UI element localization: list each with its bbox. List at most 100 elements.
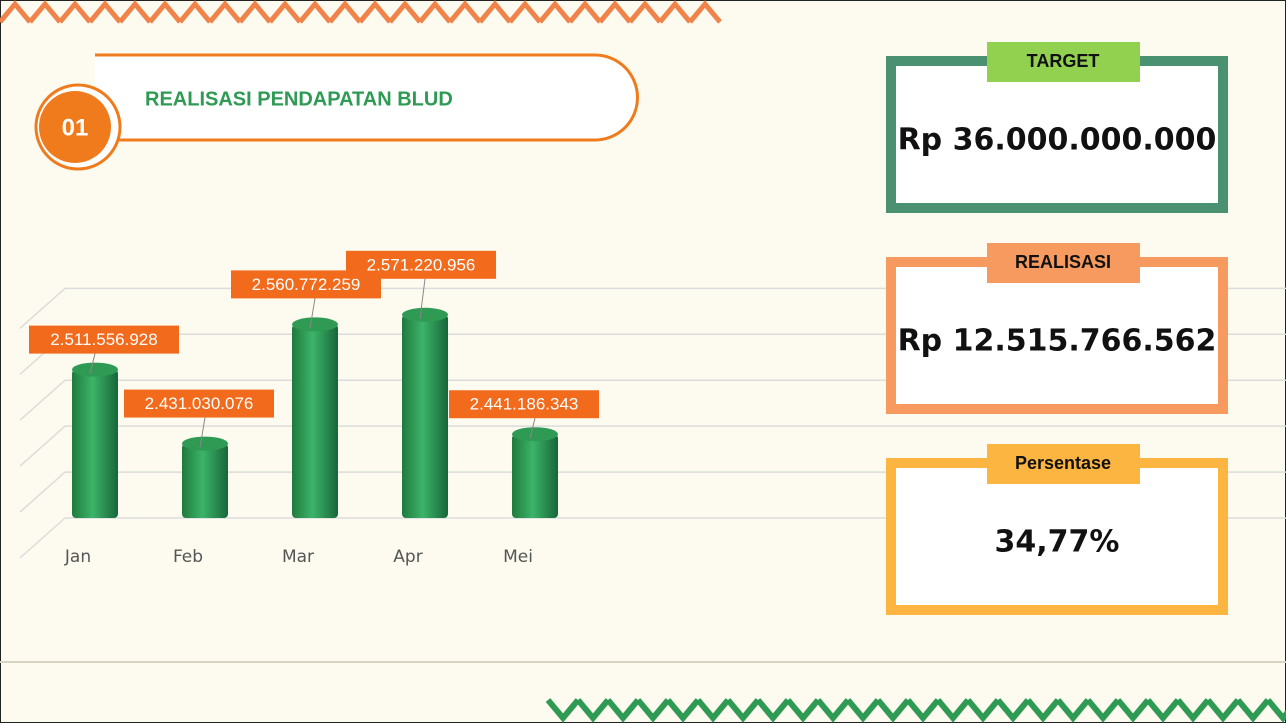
value-label: 2.431.030.076	[145, 394, 254, 413]
ornament	[118, 0, 152, 24]
ornament	[845, 698, 881, 723]
ornament	[1205, 698, 1241, 723]
ornament	[448, 0, 482, 24]
cards: TARGET Rp 36.000.000.000 REALISASI Rp 12.51…	[886, 42, 1228, 615]
ornament	[418, 0, 452, 24]
bar-cap	[402, 307, 448, 322]
ornament	[388, 0, 422, 24]
section-number: 01	[62, 114, 89, 141]
ornament	[208, 0, 242, 24]
leader-line	[419, 278, 426, 319]
label-box	[346, 250, 496, 279]
ornament	[598, 0, 632, 24]
ornament	[965, 698, 1001, 723]
ornament	[298, 0, 332, 24]
grid-line	[19, 425, 1286, 467]
bar	[182, 443, 228, 518]
ornament	[628, 0, 662, 24]
grid-line	[19, 517, 1286, 559]
ornament	[1025, 698, 1061, 723]
ornament	[568, 0, 602, 24]
ornament	[478, 0, 512, 24]
ornament	[665, 698, 701, 723]
ornament	[695, 698, 731, 723]
card-tab	[987, 444, 1140, 484]
bar	[72, 369, 118, 518]
ornament	[815, 698, 851, 723]
grid-line	[19, 471, 1286, 513]
value-label: 2.571.220.956	[367, 255, 476, 274]
ornament	[1115, 698, 1151, 723]
x-tick-label: Feb	[173, 547, 203, 567]
bar	[292, 324, 338, 518]
ornament	[995, 698, 1031, 723]
grid-line	[19, 379, 1286, 421]
card-value: Rp 36.000.000.000	[898, 123, 1217, 158]
grid	[19, 287, 1286, 559]
card-value: Rp 12.515.766.562	[898, 324, 1217, 359]
ornament	[1235, 698, 1271, 723]
bar-chart: 2.511.556.928 Jan 2.431.030.076 Feb 2.560.77…	[29, 250, 599, 567]
ornament	[1145, 698, 1181, 723]
ornament	[605, 698, 641, 723]
card-label: Persentase	[1015, 453, 1111, 473]
ornament	[1175, 698, 1211, 723]
ornament	[178, 0, 212, 24]
value-label: 2.441.186.343	[470, 395, 579, 414]
ornament	[875, 698, 911, 723]
ornament	[0, 0, 32, 24]
section-title: REALISASI PENDAPATAN BLUD	[145, 88, 453, 110]
grid-line	[19, 287, 1286, 329]
bar-cap	[182, 436, 228, 451]
label-box	[449, 390, 599, 419]
ornament	[658, 0, 692, 24]
label-box	[29, 325, 179, 354]
ornament	[238, 0, 272, 24]
card-label: TARGET	[1027, 51, 1100, 71]
leader-line	[199, 417, 206, 448]
ornament	[58, 0, 92, 24]
ornament	[1265, 698, 1286, 723]
ornament	[785, 698, 821, 723]
ornament	[88, 0, 122, 24]
leader-line	[309, 298, 316, 329]
card-tab	[987, 243, 1140, 283]
x-tick-label: Apr	[393, 547, 422, 567]
ornament	[28, 0, 62, 24]
bar-cap	[72, 362, 118, 377]
value-label: 2.560.772.259	[252, 275, 361, 294]
bar-cap	[512, 427, 558, 442]
ornament	[268, 0, 302, 24]
bar	[402, 314, 448, 518]
x-tick-label: Mei	[503, 547, 533, 567]
value-label: 2.511.556.928	[50, 330, 157, 349]
leader-line	[89, 353, 96, 374]
ornament	[358, 0, 392, 24]
ornament	[635, 698, 671, 723]
ornament	[935, 698, 971, 723]
number-badge	[39, 91, 111, 163]
leader-line	[529, 418, 536, 439]
card-tab	[987, 42, 1140, 82]
ornament	[1085, 698, 1121, 723]
card	[886, 257, 1228, 414]
x-tick-label: Jan	[64, 547, 91, 567]
ornament	[328, 0, 362, 24]
ornament	[725, 698, 761, 723]
ornament	[575, 698, 611, 723]
bar	[512, 434, 558, 518]
x-tick-label: Mar	[282, 547, 314, 567]
bar-cap	[292, 317, 338, 332]
ornament	[148, 0, 182, 24]
card-label: REALISASI	[1015, 252, 1111, 272]
ornament	[538, 0, 572, 24]
ornament	[755, 698, 791, 723]
title-pill	[95, 53, 639, 142]
ornament	[508, 0, 542, 24]
ornament	[688, 0, 722, 24]
card-value: 34,77%	[995, 525, 1120, 560]
ornament	[1055, 698, 1091, 723]
ornament	[905, 698, 941, 723]
